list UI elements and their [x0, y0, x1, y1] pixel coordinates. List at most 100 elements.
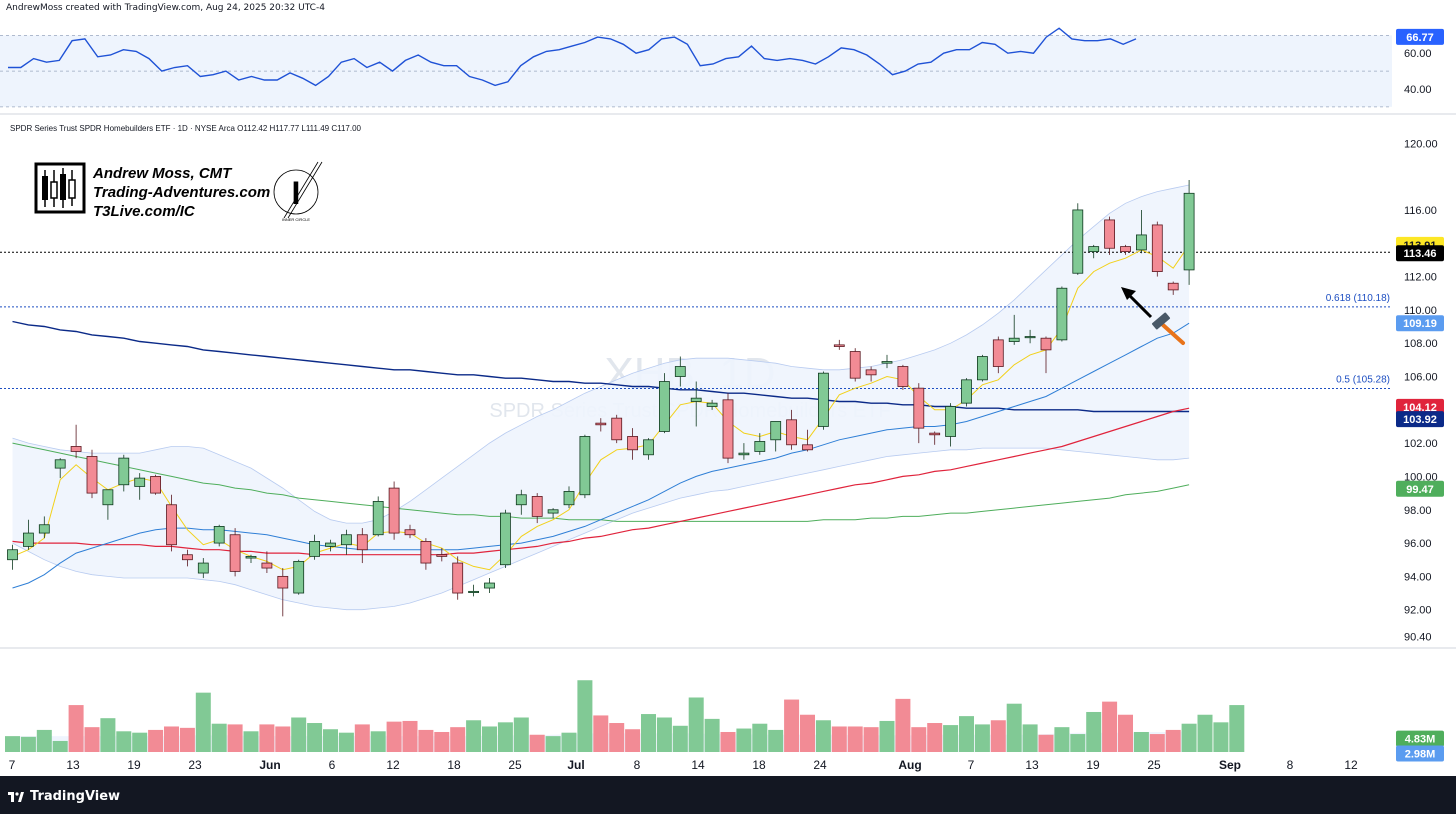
candle-body [1088, 246, 1100, 252]
volume-bar [227, 724, 243, 752]
candle-body [786, 419, 797, 446]
price-axis[interactable]: 60.00 40.00 120.00 116.00 112.00 110.00 108.00… [1396, 28, 1444, 762]
volume-bar [20, 736, 36, 752]
badge-letter: I [292, 175, 301, 211]
candle-body [1120, 246, 1131, 252]
volume-bar [291, 717, 307, 752]
time-tick-label: 8 [634, 758, 641, 772]
time-tick-label: 7 [9, 758, 16, 772]
candle-body [1167, 282, 1179, 291]
arrow-annotation-icon [1121, 287, 1153, 319]
candle-body [1040, 337, 1052, 351]
candle-body [245, 555, 257, 559]
volume-bar [704, 718, 720, 752]
candle-body [929, 432, 941, 436]
volume-bar [434, 731, 450, 752]
volume-bar [513, 717, 529, 752]
candle-body [802, 444, 813, 451]
time-tick-label: 12 [386, 758, 400, 772]
ma200-line [12, 320, 1190, 413]
volume-bar [100, 718, 116, 752]
price-tick-label: 120.00 [1404, 138, 1438, 150]
author-link: T3Live.com/IC [93, 203, 196, 220]
volume-bar [1022, 724, 1038, 752]
candle-body [70, 446, 82, 452]
volume-bar [164, 726, 179, 752]
volume-bar [927, 723, 943, 752]
candle-body [738, 452, 750, 456]
time-tick-label: 24 [813, 758, 827, 772]
candle-body [690, 397, 702, 402]
candle-body [818, 372, 829, 427]
volume-bar [641, 714, 656, 752]
volume-bar [847, 726, 863, 752]
volume-bar [179, 727, 195, 752]
fib-level-label: 0.5 (105.28) [1336, 374, 1390, 385]
price-tick-label: 94.00 [1404, 571, 1432, 583]
chart-area[interactable]: SPDR Series Trust SPDR Homebuilders ETF … [0, 18, 1456, 776]
ma20-value-label-bg [1396, 315, 1444, 332]
volume-bar [1070, 734, 1086, 752]
bollinger-band-fill [12, 185, 1190, 610]
candle-body [961, 379, 972, 404]
last-price-label-bg [1396, 245, 1444, 262]
candle-body [515, 494, 527, 506]
volume-average-label: 2.98M [1405, 748, 1436, 760]
price-tick-label: 96.00 [1404, 538, 1432, 550]
volume-bar [84, 727, 100, 752]
volume-bar [1181, 723, 1197, 752]
candle-body [849, 351, 861, 379]
volume-bar [497, 722, 513, 752]
volume-bar [895, 698, 911, 752]
candle-body [436, 554, 448, 557]
candle-body [579, 436, 591, 496]
tradingview-logo[interactable]: TradingView [8, 789, 120, 804]
volume-bar [466, 720, 482, 752]
volume-bar [1165, 729, 1181, 752]
volume-bar [1102, 701, 1118, 752]
ma100-value-label-bg [1396, 480, 1444, 497]
volume-bar [1038, 734, 1054, 752]
candle-body [420, 541, 432, 564]
candle-body [833, 344, 845, 347]
candle-body [213, 526, 225, 544]
candle-body [197, 562, 209, 574]
tradingview-logo-icon [8, 791, 24, 802]
candle-body [499, 512, 511, 566]
volume-bar [338, 732, 354, 752]
candle-body [150, 476, 162, 494]
chart-svg[interactable]: SPDR Series Trust SPDR Homebuilders ETF … [0, 18, 1456, 776]
credit-text: AndrewMoss created with TradingView.com,… [6, 3, 325, 13]
candle-body [118, 457, 130, 486]
time-tick-label: 12 [1344, 758, 1358, 772]
volume-last-label-bg [1396, 730, 1444, 747]
candle-body [754, 441, 766, 452]
fib-level-label: 0.618 (110.18) [1326, 293, 1390, 304]
volume-bar [259, 724, 275, 752]
candle-body [404, 529, 416, 536]
candle-body [325, 542, 336, 547]
volume-bar [68, 705, 84, 752]
candle-body [659, 381, 670, 432]
candle-body [1072, 209, 1084, 274]
candle-body [277, 575, 289, 589]
author-site: Trading-Adventures.com [93, 184, 270, 201]
candle-body [293, 560, 305, 594]
volume-bar [943, 725, 959, 752]
time-axis[interactable]: 7 13 19 23 Jun 6 12 18 25 Jul 8 14 18 24 Aug 7 13 19 25 Sep… [9, 758, 1358, 772]
time-tick-label: 13 [66, 758, 80, 772]
time-tick-label: 14 [691, 758, 705, 772]
candle-body [563, 491, 575, 506]
candle-body [611, 417, 623, 441]
candle-body [547, 509, 559, 514]
candle-body [992, 339, 1004, 367]
candle-body [1056, 287, 1068, 341]
candle-body [22, 532, 34, 547]
time-tick-label: Jul [567, 758, 584, 772]
ma50-value-label-bg [1396, 398, 1444, 415]
candle-body [102, 489, 114, 506]
bollinger-lower-line [12, 447, 1190, 611]
candle-body [1183, 192, 1195, 271]
price-tick-label: 116.00 [1404, 205, 1437, 217]
volume-average-label-bg [1396, 745, 1444, 762]
